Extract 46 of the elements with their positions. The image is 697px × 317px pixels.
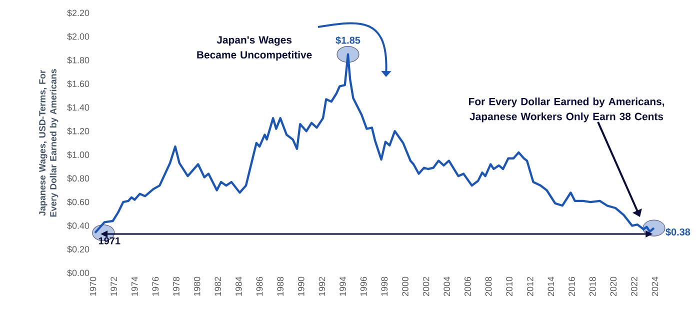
x-tick-label: 2004 xyxy=(444,276,450,296)
y-tick-label: $1.00 xyxy=(67,151,90,158)
x-tick-label: 2018 xyxy=(589,276,596,296)
y-tick-label: $2.00 xyxy=(67,33,90,40)
annotation: For Every Dollar Earned by Americans, Japanese Workers Only Earn 38 Cents xyxy=(468,98,664,122)
annotation: Japan's Wages Became Uncompetitive xyxy=(197,36,312,61)
x-tick-label: 1988 xyxy=(277,276,284,296)
x-tick-label: 2010 xyxy=(506,276,512,296)
x-tick-label: 1992 xyxy=(318,276,326,296)
x-tick-label: 1982 xyxy=(214,276,222,296)
y-tick-label: $0.60 xyxy=(67,198,90,206)
y-tick-label: $1.20 xyxy=(67,128,90,135)
x-tick-label: 1998 xyxy=(381,276,388,296)
x-tick-label: 1974 xyxy=(131,276,138,296)
x-tick-label: 1976 xyxy=(152,276,159,296)
x-tick-label: 1984 xyxy=(236,276,242,296)
annotation: $0.38 xyxy=(666,228,690,236)
x-tick-label: 1996 xyxy=(360,276,367,296)
y-axis-title: Japanese Wages, USD-Terms, For Every Dollar Earned by Americans xyxy=(39,69,58,217)
x-tick-label: 2002 xyxy=(422,276,430,296)
annotation: 1971 xyxy=(98,237,120,244)
x-tick-label: 1972 xyxy=(110,276,117,296)
y-tick-label: $0.20 xyxy=(67,246,90,253)
x-tick-label: 2008 xyxy=(485,276,492,296)
y-tick-label: $0.00 xyxy=(67,269,90,277)
x-tick-label: 1994 xyxy=(340,276,346,296)
y-tick-label: $0.80 xyxy=(67,174,90,182)
x-tick-label: 1970 xyxy=(90,276,96,296)
y-tick-label: $1.40 xyxy=(67,104,90,112)
x-tick-label: 2014 xyxy=(548,276,554,296)
x-tick-label: 2000 xyxy=(402,276,408,296)
x-tick-label: 1980 xyxy=(194,276,200,296)
annotation: $1.85 xyxy=(336,36,360,44)
y-tick-label: $1.80 xyxy=(67,56,90,64)
x-tick-label: 2016 xyxy=(568,276,575,296)
x-tick-label: 2020 xyxy=(610,276,617,296)
x-tick-label: 2006 xyxy=(464,276,471,296)
y-tick-label: $2.20 xyxy=(67,9,90,17)
x-tick-label: 1990 xyxy=(298,276,304,296)
x-tick-label: 1978 xyxy=(173,276,180,296)
y-tick-label: $0.40 xyxy=(67,222,90,230)
x-tick-label: 2012 xyxy=(526,276,534,296)
x-tick-label: 2024 xyxy=(652,276,658,296)
x-tick-label: 2022 xyxy=(631,276,638,296)
x-tick-label: 1986 xyxy=(256,276,263,296)
y-tick-label: $1.60 xyxy=(67,80,90,88)
